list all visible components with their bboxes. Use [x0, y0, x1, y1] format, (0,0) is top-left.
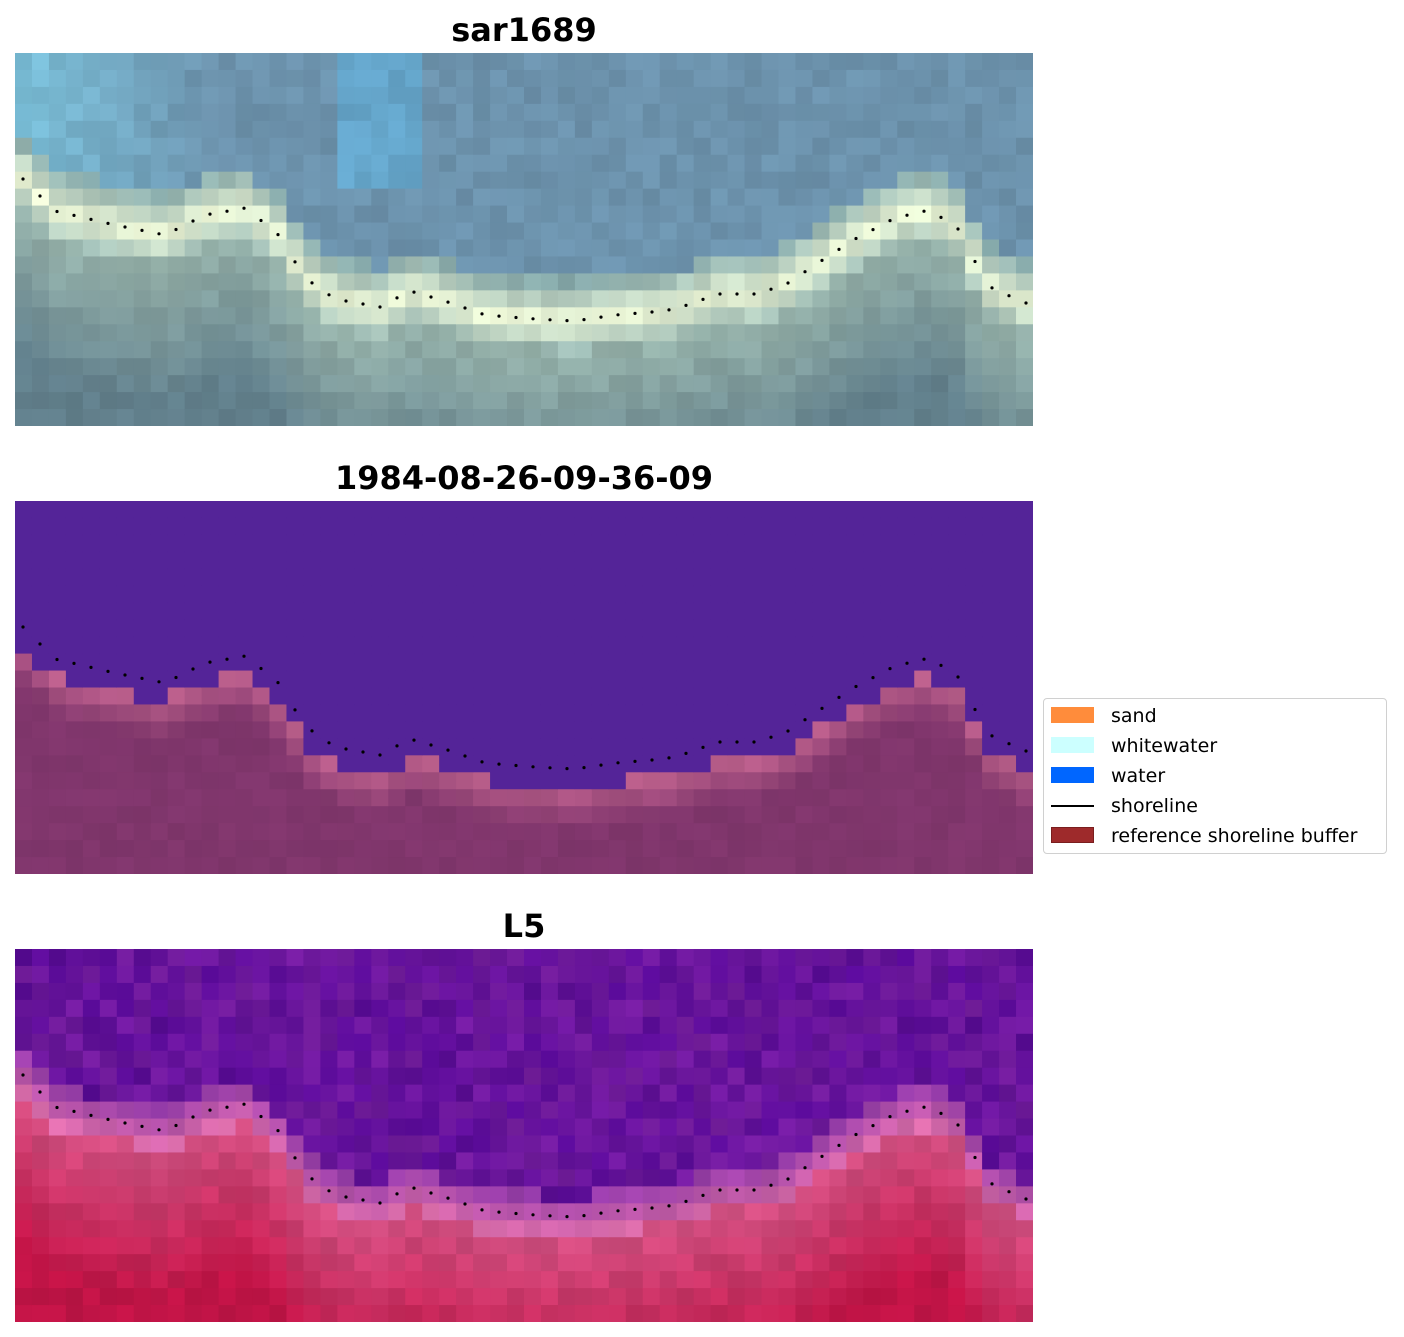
classified-image-panel	[15, 501, 1033, 874]
legend-label-sand: sand	[1111, 705, 1157, 727]
legend-label-water: water	[1111, 765, 1166, 787]
index-image-panel	[15, 949, 1033, 1322]
whitewater-swatch	[1051, 737, 1094, 753]
panel-title-3: L5	[502, 907, 546, 945]
legend: sand whitewater water shoreline referenc…	[1043, 698, 1387, 854]
panel-title-2: 1984-08-26-09-36-09	[334, 459, 714, 497]
rgb-image-panel	[15, 53, 1033, 426]
shoreline-line-swatch	[1051, 805, 1094, 807]
reference-buffer-swatch	[1051, 827, 1094, 843]
legend-label-shoreline: shoreline	[1111, 795, 1198, 817]
panel-title-1: sar1689	[451, 11, 597, 49]
sand-swatch	[1051, 707, 1094, 723]
legend-label-reference-buffer: reference shoreline buffer	[1111, 825, 1358, 847]
legend-label-whitewater: whitewater	[1111, 735, 1218, 757]
water-swatch	[1051, 767, 1094, 783]
